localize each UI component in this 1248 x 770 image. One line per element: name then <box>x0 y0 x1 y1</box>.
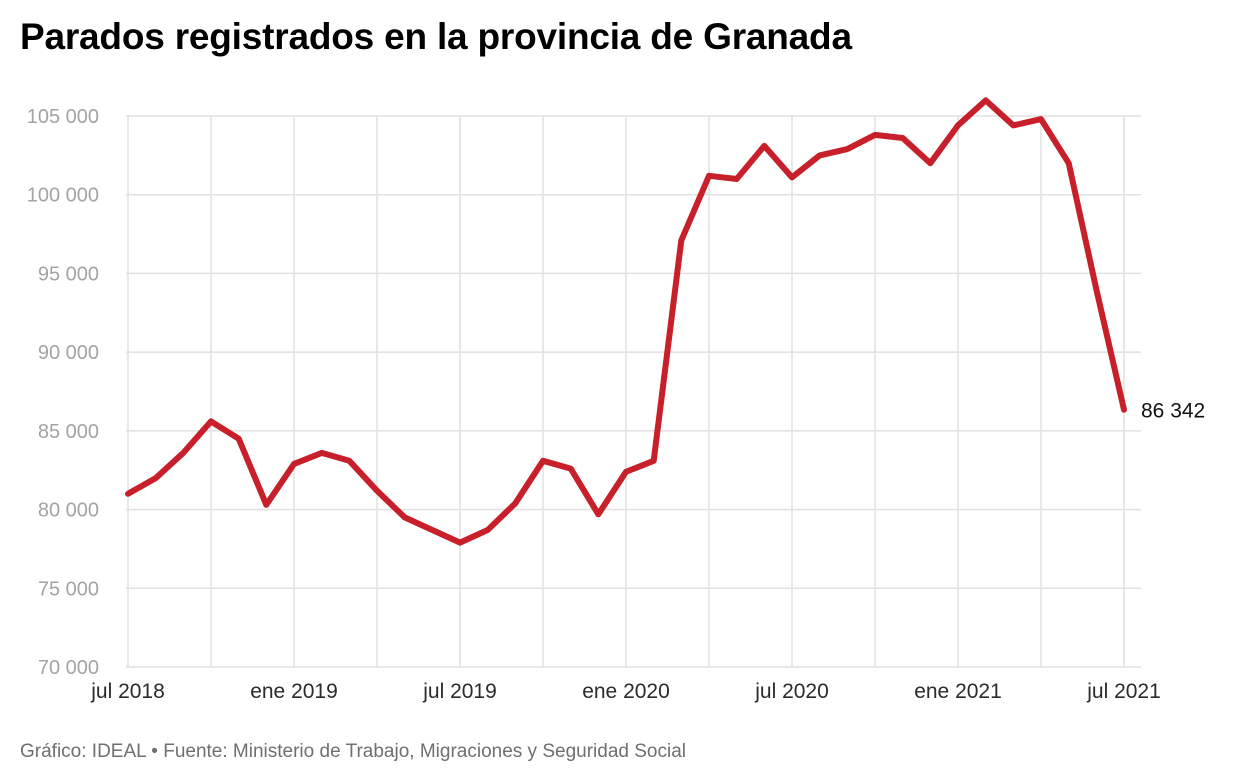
data-point <box>236 436 242 442</box>
data-point <box>153 475 159 481</box>
data-point <box>1121 407 1127 413</box>
data-point <box>457 540 463 546</box>
data-point <box>180 450 186 456</box>
data-point <box>1093 286 1099 292</box>
y-tick-label: 95 000 <box>38 263 99 285</box>
data-point <box>623 469 629 475</box>
y-tick-label: 85 000 <box>38 421 99 443</box>
y-tick-label: 100 000 <box>27 185 99 207</box>
x-tick-label: jul 2021 <box>1086 680 1161 703</box>
end-value-label: 86 342 <box>1141 400 1205 423</box>
data-point <box>1066 160 1072 166</box>
y-tick-label: 80 000 <box>38 500 99 522</box>
y-tick-label: 75 000 <box>38 578 99 600</box>
y-tick-label: 70 000 <box>38 657 99 679</box>
data-point <box>761 143 767 149</box>
data-point <box>125 491 131 497</box>
data-point <box>651 458 657 464</box>
y-tick-label: 90 000 <box>38 342 99 364</box>
x-tick-label: ene 2019 <box>250 680 338 703</box>
y-tick-label: 105 000 <box>27 106 99 128</box>
data-point <box>983 97 989 103</box>
vertical-gridlines <box>127 116 1125 667</box>
x-tick-label: jul 2018 <box>90 680 165 703</box>
data-point <box>485 527 491 533</box>
data-point <box>734 176 740 182</box>
data-labels-layer: 86 342 <box>1141 400 1205 423</box>
data-point <box>817 152 823 158</box>
horizontal-gridlines <box>126 115 1141 668</box>
x-tick-label: jul 2019 <box>422 680 497 703</box>
data-point <box>789 174 795 180</box>
data-point <box>595 511 601 517</box>
source-footer: Gráfico: IDEAL • Fuente: Ministerio de T… <box>20 741 686 762</box>
data-point <box>955 122 961 128</box>
line-chart: 70 000 75 000 80 000 85 000 90 000 95 000 100 … <box>27 97 1205 703</box>
x-tick-label: ene 2021 <box>914 680 1002 703</box>
data-point <box>208 418 214 424</box>
x-tick-label: ene 2020 <box>582 680 670 703</box>
data-point <box>678 237 684 243</box>
data-point <box>540 458 546 464</box>
data-point <box>1010 122 1016 128</box>
data-point <box>512 500 518 506</box>
data-point <box>291 461 297 467</box>
data-point <box>872 132 878 138</box>
data-point <box>429 527 435 533</box>
data-point <box>706 173 712 179</box>
data-point <box>402 514 408 520</box>
data-point <box>346 458 352 464</box>
data-point <box>844 146 850 152</box>
x-tick-label: jul 2020 <box>754 680 829 703</box>
data-point <box>319 450 325 456</box>
data-point <box>1038 116 1044 122</box>
chart-title: Parados registrados en la provincia de G… <box>20 16 852 57</box>
data-point <box>568 466 574 472</box>
y-axis-tick-labels: 70 000 75 000 80 000 85 000 90 000 95 000 100 … <box>27 106 99 679</box>
x-axis-tick-labels: jul 2018 ene 2019 jul 2019 ene 2020 jul 2020… <box>90 680 1161 703</box>
data-point <box>374 488 380 494</box>
series-layer <box>125 97 1127 546</box>
data-point <box>263 502 269 508</box>
data-point <box>927 160 933 166</box>
data-point <box>900 135 906 141</box>
